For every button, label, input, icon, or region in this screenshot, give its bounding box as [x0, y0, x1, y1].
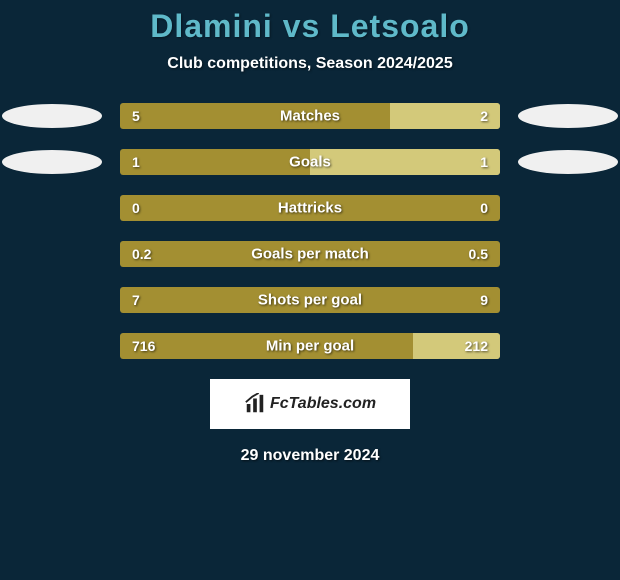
stat-value-left: 0: [132, 200, 140, 216]
stat-value-right: 1: [480, 154, 488, 170]
stat-row: 0 0 Hattricks: [0, 195, 620, 221]
stat-bar: 7 9 Shots per goal: [120, 287, 500, 313]
player-left-ellipse: [2, 334, 102, 358]
stat-label: Goals per match: [251, 246, 369, 263]
player-left-ellipse: [2, 196, 102, 220]
stat-bar: 0 0 Hattricks: [120, 195, 500, 221]
stat-bar: 716 212 Min per goal: [120, 333, 500, 359]
brand-label: FcTables.com: [270, 395, 376, 413]
player-left-ellipse: [2, 242, 102, 266]
page-subtitle: Club competitions, Season 2024/2025: [0, 55, 620, 73]
stat-row: 7 9 Shots per goal: [0, 287, 620, 313]
stat-value-left: 7: [132, 292, 140, 308]
player-right-ellipse: [518, 196, 618, 220]
stat-bar-right-fill: [310, 149, 500, 175]
stat-value-left: 716: [132, 338, 155, 354]
player-right-ellipse: [518, 288, 618, 312]
player-left-ellipse: [2, 104, 102, 128]
stat-row: 5 2 Matches: [0, 103, 620, 129]
stat-label: Shots per goal: [258, 292, 362, 309]
stat-value-left: 0.2: [132, 246, 151, 262]
brand-box: FcTables.com: [210, 379, 410, 429]
stat-label: Hattricks: [278, 200, 342, 217]
player-left-ellipse: [2, 288, 102, 312]
stat-value-right: 212: [465, 338, 488, 354]
stat-bar: 1 1 Goals: [120, 149, 500, 175]
player-left-ellipse: [2, 150, 102, 174]
stat-row: 1 1 Goals: [0, 149, 620, 175]
player-right-ellipse: [518, 334, 618, 358]
stat-label: Goals: [289, 154, 331, 171]
page-title: Dlamini vs Letsoalo: [0, 8, 620, 45]
comparison-infographic: Dlamini vs Letsoalo Club competitions, S…: [0, 0, 620, 465]
player-right-ellipse: [518, 104, 618, 128]
stat-bar: 5 2 Matches: [120, 103, 500, 129]
stat-row: 716 212 Min per goal: [0, 333, 620, 359]
stat-row: 0.2 0.5 Goals per match: [0, 241, 620, 267]
player-right-ellipse: [518, 242, 618, 266]
player-right-ellipse: [518, 150, 618, 174]
date-label: 29 november 2024: [0, 447, 620, 465]
stats-area: 5 2 Matches 1 1 Goals 0 0 Hattricks 0.2 0.5 Goals p…: [0, 103, 620, 359]
stat-value-left: 5: [132, 108, 140, 124]
stat-label: Matches: [280, 108, 340, 125]
stat-bar: 0.2 0.5 Goals per match: [120, 241, 500, 267]
stat-label: Min per goal: [266, 338, 354, 355]
stat-value-right: 0: [480, 200, 488, 216]
stat-value-right: 0.5: [469, 246, 488, 262]
brand-chart-icon: [244, 393, 266, 415]
stat-value-right: 9: [480, 292, 488, 308]
stat-value-left: 1: [132, 154, 140, 170]
stat-value-right: 2: [480, 108, 488, 124]
